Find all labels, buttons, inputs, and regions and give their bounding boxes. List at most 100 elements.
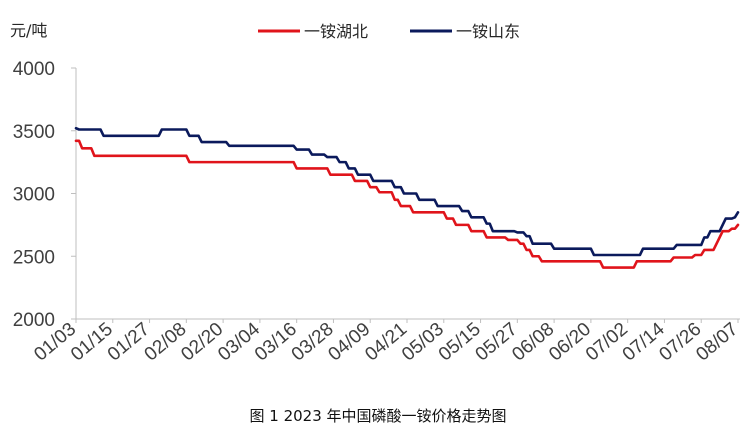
series-hubei <box>74 139 740 269</box>
y-tick-label: 2000 <box>13 310 55 331</box>
data-point-shandong <box>592 254 595 257</box>
x-tick-label: 06/08 <box>508 319 558 366</box>
y-tick-label: 3000 <box>13 185 55 206</box>
y-tick-label: 4000 <box>13 59 55 80</box>
data-point-shandong <box>356 173 359 176</box>
data-point-shandong <box>436 205 439 208</box>
data-point-shandong <box>295 148 298 151</box>
x-tick-label: 02/20 <box>177 319 227 366</box>
data-point-shandong <box>470 216 473 219</box>
x-axis: 01/0301/1501/2702/0802/2003/0403/1603/28… <box>30 318 742 365</box>
x-tick-label: 07/02 <box>582 319 632 366</box>
data-point-hubei <box>93 154 96 157</box>
x-tick-label: 06/20 <box>545 319 595 366</box>
data-point-hubei <box>694 254 697 257</box>
data-point-hubei <box>718 236 721 239</box>
x-tick-label: 04/09 <box>325 319 375 366</box>
legend-label-shandong: 一铵山东 <box>456 22 520 41</box>
data-point-hubei <box>369 186 372 189</box>
data-point-hubei <box>393 198 396 201</box>
data-point-shandong <box>724 217 727 220</box>
data-point-hubei <box>445 217 448 220</box>
data-point-shandong <box>102 134 105 137</box>
data-point-shandong <box>721 223 724 226</box>
data-point-shandong <box>485 222 488 225</box>
x-tick-label: 03/16 <box>251 319 301 366</box>
data-point-shandong <box>228 144 231 147</box>
data-point-shandong <box>703 236 706 239</box>
data-point-shandong <box>641 247 644 250</box>
x-tick-label: 07/14 <box>619 318 669 365</box>
data-point-shandong <box>525 235 528 238</box>
series-shandong <box>74 126 740 257</box>
data-point-shandong <box>737 211 740 214</box>
y-tick-label: 3500 <box>13 122 55 143</box>
data-point-hubei <box>519 242 522 245</box>
x-tick-label: 05/15 <box>435 319 485 366</box>
data-point-hubei <box>672 256 675 259</box>
data-point-hubei <box>353 179 356 182</box>
data-point-shandong <box>402 192 405 195</box>
plot-area <box>74 126 740 269</box>
data-point-shandong <box>491 230 494 233</box>
data-point-shandong <box>393 186 396 189</box>
data-point-hubei <box>399 205 402 208</box>
x-tick-label: 08/07 <box>692 319 742 366</box>
data-point-shandong <box>675 243 678 246</box>
x-tick-label: 02/08 <box>141 319 191 366</box>
data-point-hubei <box>188 161 191 164</box>
x-tick-label: 07/26 <box>656 319 706 366</box>
x-tick-label: 03/04 <box>214 318 264 365</box>
data-point-hubei <box>485 236 488 239</box>
data-point-hubei <box>75 139 78 142</box>
x-tick-label: 05/27 <box>472 319 522 366</box>
y-tick-label: 2500 <box>13 247 55 268</box>
data-point-shandong <box>461 210 464 213</box>
data-point-hubei <box>525 248 528 251</box>
series-line-shandong <box>74 126 740 257</box>
data-point-shandong <box>531 242 534 245</box>
data-point-hubei <box>455 223 458 226</box>
data-point-hubei <box>470 230 473 233</box>
data-point-hubei <box>721 230 724 233</box>
y-axis-label: 元/吨 <box>10 21 47 40</box>
data-point-shandong <box>338 161 341 164</box>
x-tick-label: 01/27 <box>104 319 154 366</box>
data-point-shandong <box>372 179 375 182</box>
data-point-hubei <box>602 266 605 269</box>
data-point-hubei <box>635 260 638 263</box>
data-point-hubei <box>329 173 332 176</box>
y-axis: 2000 2500 3000 3500 4000 <box>13 59 76 331</box>
data-point-shandong <box>553 247 556 250</box>
chart-caption: 图 1 2023 年中国磷酸一铵价格走势图 <box>249 407 506 425</box>
data-point-hubei <box>412 211 415 214</box>
data-point-hubei <box>540 260 543 263</box>
data-point-hubei <box>715 242 718 245</box>
data-point-hubei <box>730 227 733 230</box>
data-point-shandong <box>78 128 81 131</box>
data-point-shandong <box>188 134 191 137</box>
data-point-shandong <box>310 153 313 156</box>
data-point-shandong <box>326 156 329 159</box>
legend-item-shandong: 一铵山东 <box>410 22 520 41</box>
data-point-shandong <box>160 128 163 131</box>
data-point-shandong <box>200 141 203 144</box>
x-tick-label: 03/28 <box>288 319 338 366</box>
legend-item-hubei: 一铵湖北 <box>258 22 368 41</box>
x-tick-label: 05/03 <box>398 319 448 366</box>
data-point-shandong <box>347 167 350 170</box>
data-point-hubei <box>507 238 510 241</box>
data-point-hubei <box>531 255 534 258</box>
data-point-hubei <box>295 167 298 170</box>
x-tick-label: 04/21 <box>361 319 411 366</box>
legend: 一铵湖北 一铵山东 <box>258 22 520 41</box>
data-point-hubei <box>81 147 84 150</box>
data-point-hubei <box>378 191 381 194</box>
data-point-shandong <box>75 127 78 130</box>
x-tick-label: 01/15 <box>67 319 117 366</box>
data-point-hubei <box>737 223 740 226</box>
legend-label-hubei: 一铵湖北 <box>304 22 368 41</box>
data-point-shandong <box>516 231 519 234</box>
data-point-shandong <box>733 216 736 219</box>
